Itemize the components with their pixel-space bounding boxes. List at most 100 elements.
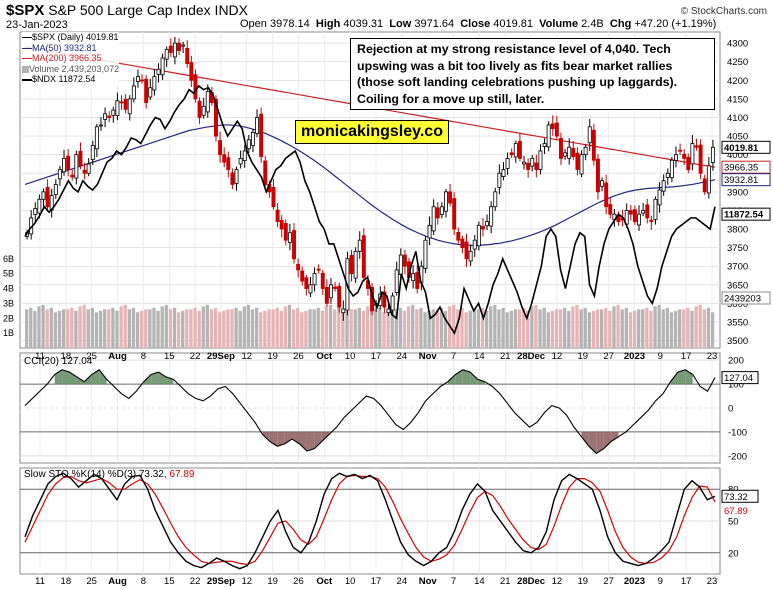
candle-body — [423, 239, 428, 269]
volume-bar — [103, 309, 107, 348]
x-tick-label-bottom: 2023 — [624, 576, 645, 587]
volume-bar — [218, 312, 222, 348]
x-tick-label-mid: 7 — [451, 351, 456, 362]
candle-body — [242, 150, 247, 162]
cci-line — [24, 369, 716, 455]
candle-body — [485, 221, 490, 227]
volume-bar — [464, 312, 468, 348]
candle-body — [324, 287, 329, 304]
candle-body — [148, 87, 153, 98]
volume-bar — [304, 310, 308, 348]
volume-badge: 2439203 — [724, 294, 761, 305]
volume-bar — [164, 304, 168, 348]
x-tick-label-mid: 19 — [577, 351, 588, 362]
candle-body — [427, 224, 432, 239]
candle-body — [493, 191, 498, 208]
volume-bar — [595, 309, 600, 348]
candle-body — [698, 144, 703, 174]
cci-overbought-fill — [151, 372, 159, 385]
x-tick-label-bottom: 17 — [371, 576, 382, 587]
candle-body — [497, 172, 502, 188]
brand-watermark[interactable]: monicakingsley.co — [295, 120, 449, 144]
candle-body — [168, 45, 173, 53]
volume-bar — [70, 307, 74, 348]
volume-bar — [636, 309, 641, 348]
candle-body — [189, 62, 194, 81]
volume-bar — [185, 309, 189, 348]
volume-bar — [213, 307, 218, 348]
volume-bar — [341, 312, 345, 348]
cci-oversold-fill — [603, 431, 612, 449]
candle-body — [238, 157, 243, 165]
candle-body — [604, 182, 609, 208]
cci-oversold-fill — [284, 431, 293, 444]
x-tick-label-bottom: 15 — [164, 576, 175, 587]
volume-tick-label: 1B — [3, 328, 14, 338]
price-tick-label: 3550 — [727, 317, 748, 328]
candle-body — [456, 231, 461, 241]
candle-body — [579, 154, 584, 175]
candle-body — [542, 143, 547, 147]
volume-bar — [567, 310, 571, 348]
cci-oversold-fill — [277, 431, 285, 447]
x-tick-label-mid: 22 — [190, 351, 201, 362]
volume-bar — [271, 309, 275, 348]
volume-bar — [452, 304, 456, 348]
candle-body — [152, 76, 157, 91]
x-tick-label-bottom: 12 — [241, 576, 252, 587]
volume-bar — [550, 310, 555, 348]
x-tick-label-mid: 11 — [35, 351, 45, 362]
x-tick-label-bottom: 17 — [681, 576, 692, 587]
index-name: S&P 500 Large Cap Index INDX — [48, 2, 249, 18]
volume-bar — [476, 309, 481, 348]
candle-body — [600, 180, 605, 187]
x-tick-label-bottom: 19 — [577, 576, 588, 587]
candle-body — [435, 207, 440, 219]
volume-bar — [378, 307, 382, 348]
candle-body — [259, 113, 264, 157]
volume-bar — [337, 307, 341, 348]
candle-body — [575, 152, 580, 170]
x-tick-label-mid: 29Sep — [207, 351, 235, 362]
price-tick-label: 4300 — [727, 39, 748, 50]
cci-tick-label: 200 — [728, 356, 744, 367]
x-tick-label-mid: 8 — [141, 351, 146, 362]
cci-badge-box — [721, 371, 759, 385]
price-tick-label: 4050 — [727, 132, 748, 143]
volume-bar — [115, 310, 119, 348]
candle-body — [33, 208, 38, 215]
candle-body — [530, 157, 535, 167]
candle-body — [706, 165, 711, 194]
x-tick-label-mid: 17 — [681, 351, 692, 362]
volume-bar — [61, 309, 66, 348]
candle-body — [292, 230, 296, 260]
volume-bar — [135, 312, 140, 348]
candle-body — [550, 123, 555, 130]
x-tick-label-bottom: 11 — [35, 576, 45, 587]
volume-bar — [628, 312, 633, 348]
candle-body — [587, 126, 592, 144]
candle-body — [571, 147, 576, 157]
candle-body — [337, 285, 342, 308]
candle-body — [641, 210, 646, 214]
x-tick-label-bottom: 18 — [61, 576, 72, 587]
candle-body — [214, 98, 218, 137]
volume-bar — [119, 306, 123, 348]
volume-bar — [296, 307, 300, 348]
candle-body — [230, 172, 235, 185]
cci-oversold-fill — [611, 431, 619, 442]
volume-tick-label: 5B — [3, 269, 14, 279]
ndx-line — [24, 84, 716, 335]
x-tick-label-bottom: 29Sep — [207, 576, 235, 587]
candle-body — [509, 152, 514, 156]
candle-body — [444, 191, 448, 212]
x-tick-label-mid: 23 — [707, 351, 718, 362]
volume-bar — [160, 306, 164, 348]
cci-overbought-fill — [91, 369, 100, 385]
candle-body — [123, 98, 128, 110]
candle-body — [390, 295, 395, 311]
volume-bar — [230, 309, 234, 348]
candle-body — [177, 42, 181, 51]
candle-body — [526, 162, 531, 170]
volume-bar — [497, 309, 501, 348]
